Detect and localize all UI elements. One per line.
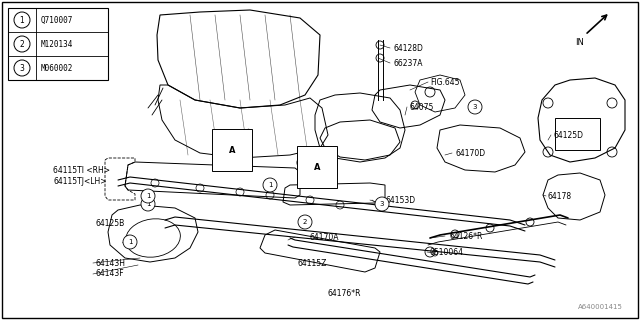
Text: M060002: M060002	[41, 63, 74, 73]
Text: 1: 1	[146, 193, 150, 199]
Text: Q710007: Q710007	[41, 15, 74, 25]
Text: M120134: M120134	[41, 39, 74, 49]
Text: 64128D: 64128D	[394, 44, 424, 52]
Text: 0510064: 0510064	[430, 247, 464, 257]
Text: 66237A: 66237A	[394, 59, 424, 68]
Bar	[555, 118, 600, 150]
Text: 64075: 64075	[410, 102, 435, 111]
Text: 64170A: 64170A	[310, 233, 339, 242]
Circle shape	[141, 197, 155, 211]
Text: 64178: 64178	[548, 191, 572, 201]
Text: A640001415: A640001415	[578, 304, 623, 310]
Text: A: A	[314, 163, 320, 172]
Text: 64153E: 64153E	[296, 158, 325, 167]
Text: 64125B: 64125B	[95, 219, 124, 228]
Text: 64115TJ<LH>: 64115TJ<LH>	[53, 177, 106, 186]
Text: A: A	[228, 146, 236, 155]
Text: 1: 1	[128, 239, 132, 245]
Text: 64170D: 64170D	[455, 148, 485, 157]
Text: 3: 3	[380, 201, 384, 207]
Text: 64125D: 64125D	[553, 131, 583, 140]
Text: FIG.645: FIG.645	[430, 77, 460, 86]
Text: 64153D: 64153D	[385, 196, 415, 204]
Text: 3: 3	[473, 104, 477, 110]
Circle shape	[123, 235, 137, 249]
Circle shape	[298, 215, 312, 229]
Text: 64115Z: 64115Z	[298, 260, 328, 268]
Text: 64115TI <RH>: 64115TI <RH>	[53, 165, 110, 174]
Text: 1: 1	[146, 201, 150, 207]
Text: 2: 2	[20, 39, 24, 49]
Text: 2: 2	[303, 219, 307, 225]
Text: 64176*R: 64176*R	[328, 289, 362, 298]
Text: 1: 1	[268, 182, 272, 188]
Circle shape	[468, 100, 482, 114]
Text: 64143H: 64143H	[95, 259, 125, 268]
Text: 64143F: 64143F	[95, 269, 124, 278]
Text: IN: IN	[575, 38, 584, 47]
Text: 3: 3	[20, 63, 24, 73]
Text: 1: 1	[20, 15, 24, 25]
Circle shape	[263, 178, 277, 192]
Circle shape	[375, 197, 389, 211]
Circle shape	[141, 189, 155, 203]
Bar	[8, 8, 108, 80]
Text: 64126*R: 64126*R	[450, 231, 483, 241]
